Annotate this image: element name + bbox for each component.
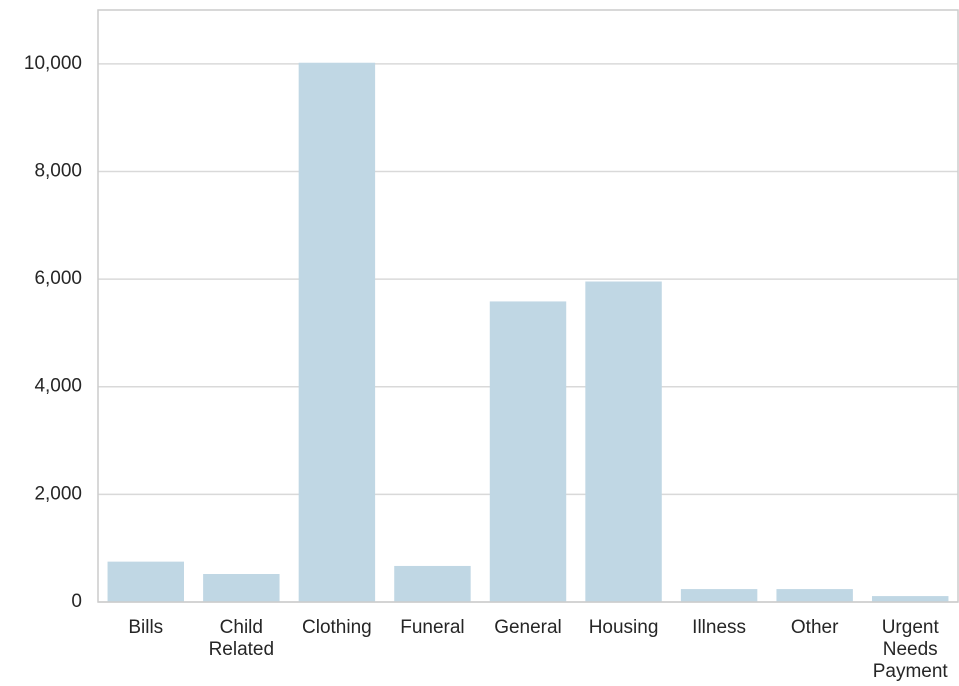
y-tick-label: 0	[71, 591, 82, 612]
x-tick-label: Bills	[128, 617, 164, 638]
x-tick-label: Housing	[588, 617, 659, 638]
x-tick-label: Illness	[692, 617, 747, 638]
bar	[298, 62, 376, 602]
bar	[585, 281, 662, 602]
y-tick-label: 8,000	[34, 160, 82, 181]
y-tick-label: 10,000	[24, 53, 82, 74]
bar	[776, 589, 853, 602]
bar	[203, 574, 280, 602]
x-tick-label: Funeral	[400, 617, 465, 638]
bar	[489, 301, 567, 602]
bar	[680, 589, 758, 602]
x-tick-label: Urgent Needs Payment	[872, 617, 948, 682]
x-tick-label: Other	[790, 617, 839, 638]
y-tick-label: 2,000	[34, 483, 82, 504]
bar	[872, 596, 949, 602]
bar	[107, 561, 184, 602]
plot-frame	[97, 9, 959, 603]
x-tick-label: Child Related	[208, 617, 275, 660]
y-tick-label: 6,000	[34, 268, 82, 289]
x-tick-label: Clothing	[302, 617, 372, 638]
y-tick-label: 4,000	[34, 376, 82, 397]
bar	[394, 565, 471, 602]
x-tick-label: General	[494, 617, 562, 638]
